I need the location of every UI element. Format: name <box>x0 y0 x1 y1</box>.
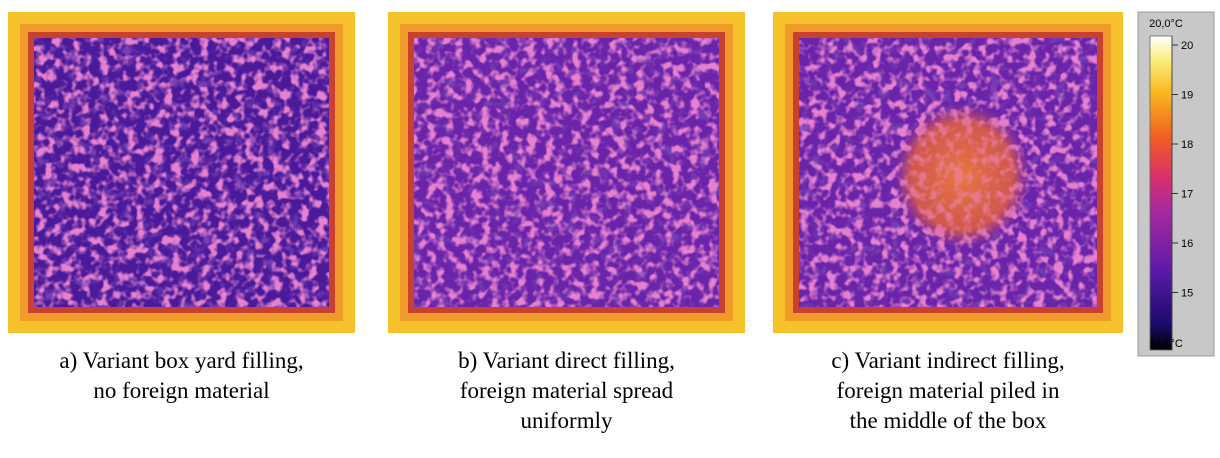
tick-label: 18 <box>1181 139 1193 151</box>
caption: a) Variant box yard filling, <box>59 348 303 373</box>
texture <box>414 38 719 307</box>
caption: uniformly <box>521 408 613 433</box>
caption: c) Variant indirect filling, <box>831 348 1064 373</box>
tick-label: 20 <box>1181 40 1193 52</box>
page: a) Variant box yard filling, no foreign m… <box>0 0 1220 458</box>
texture <box>897 108 1027 244</box>
colorbar-min-label: 14,0°C <box>1149 338 1183 350</box>
colorbar-max-label: 20,0°C <box>1149 18 1183 30</box>
colorbar <box>1150 36 1172 350</box>
caption: foreign material piled in <box>837 378 1060 403</box>
texture <box>34 38 329 307</box>
tick-label: 16 <box>1181 238 1193 250</box>
tick-label: 17 <box>1181 189 1193 201</box>
figure: a) Variant box yard filling, no foreign m… <box>0 0 1220 458</box>
caption: foreign material spread <box>460 378 674 403</box>
caption: the middle of the box <box>850 408 1047 433</box>
colorbar-panel <box>1138 12 1214 356</box>
tick-label: 15 <box>1181 288 1193 300</box>
caption: b) Variant direct filling, <box>458 348 675 373</box>
tick-label: 19 <box>1181 90 1193 102</box>
caption: no foreign material <box>93 378 269 403</box>
